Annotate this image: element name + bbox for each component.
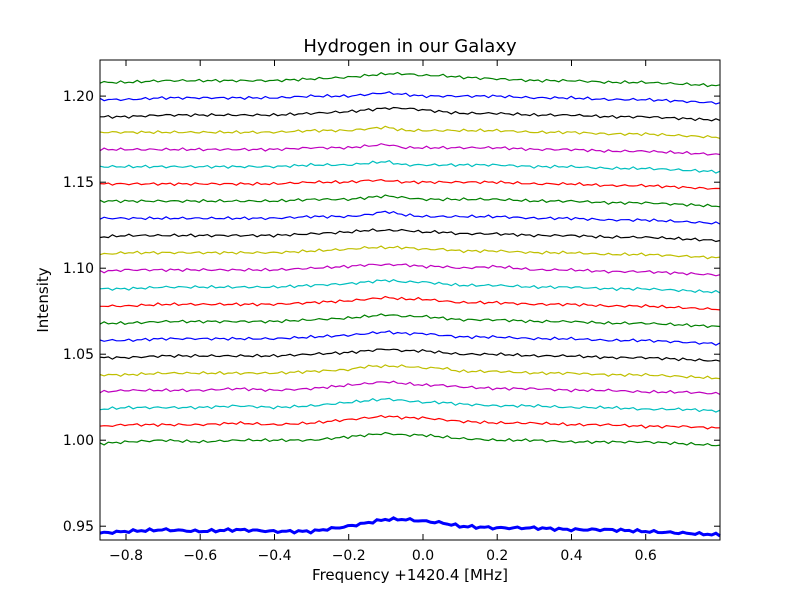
series-line-23 [99, 71, 721, 88]
series-line-3 [99, 414, 721, 430]
x-axis-label: Frequency +1420.4 [MHz] [312, 566, 508, 584]
series-group [99, 71, 721, 538]
series-line-13 [99, 245, 721, 260]
y-tick-label: 1.00 [63, 433, 94, 449]
series-line-18 [99, 160, 721, 174]
y-tick-label: 0.95 [63, 519, 94, 535]
x-tick-label: 0.0 [412, 548, 434, 564]
series-line-19 [99, 143, 721, 156]
series-line-16 [99, 194, 721, 208]
series-line-1 [99, 516, 721, 538]
x-tick-label: 0.4 [560, 548, 582, 564]
series-line-12 [99, 263, 721, 277]
series-line-22 [99, 91, 721, 105]
series-line-5 [99, 380, 721, 396]
series-line-8 [99, 330, 721, 346]
plot-frame [99, 59, 721, 541]
series-line-7 [99, 348, 721, 362]
series-line-14 [99, 228, 721, 243]
series-line-6 [99, 364, 721, 380]
x-tick-label: −0.2 [332, 548, 366, 564]
y-tick-label: 1.15 [63, 175, 94, 191]
y-tick-label: 1.20 [63, 89, 94, 105]
series-line-21 [100, 106, 721, 122]
x-tick-label: −0.4 [258, 548, 292, 564]
x-tick-label: −0.6 [183, 548, 217, 564]
series-line-20 [99, 125, 721, 139]
y-axis-label: Intensity [34, 267, 52, 332]
series-line-9 [99, 313, 721, 329]
series-line-15 [99, 210, 721, 225]
series-line-10 [100, 295, 721, 311]
y-tick-label: 1.10 [63, 261, 94, 277]
axis-ticks: −0.8 −0.6 −0.4 −0.2 0.0 0.2 0.4 0.6 0.95 1.00 1.05… [63, 60, 720, 564]
chart-title: Hydrogen in our Galaxy [303, 36, 517, 57]
plot-area [100, 60, 720, 540]
y-tick-label: 1.05 [63, 347, 94, 363]
x-tick-label: 0.2 [486, 548, 508, 564]
series-line-17 [99, 178, 721, 190]
x-tick-label: −0.8 [109, 548, 143, 564]
x-tick-label: 0.6 [635, 548, 657, 564]
series-line-4 [99, 397, 721, 413]
series-line-11 [99, 279, 721, 294]
series-line-2 [99, 431, 721, 447]
